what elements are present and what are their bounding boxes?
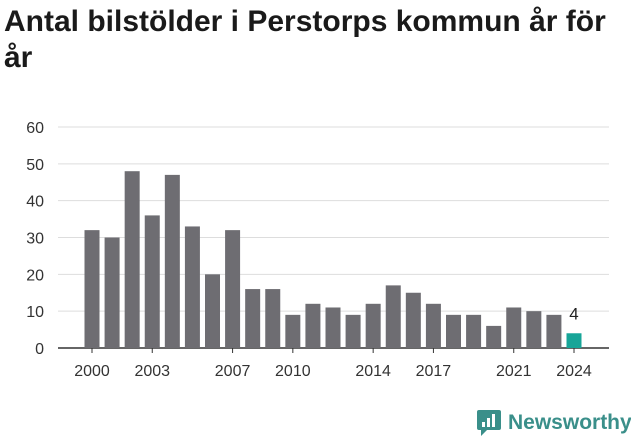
x-axis-ticks: 2000 2003 2007 2010 2014 2017 2021 2024 [74,348,592,380]
y-tick-label-20: 20 [26,267,44,284]
bar-2003 [144,215,160,348]
bar-2013 [345,314,361,348]
bar-2014 [365,303,381,348]
bar-2018 [446,314,461,348]
bar-2011 [305,303,321,348]
y-tick-label-50: 50 [26,157,44,174]
y-axis-ticks: 0 10 20 30 40 50 60 [26,120,44,358]
x-tick-label-2007: 2007 [215,363,251,380]
bar-2022 [526,311,542,348]
x-tick-label-2003: 2003 [134,363,170,380]
x-tick-label-2014: 2014 [355,363,391,380]
y-tick-label-10: 10 [26,304,44,321]
x-tick-label-2010: 2010 [275,363,311,380]
bars [84,171,582,348]
bar-2017 [425,303,441,348]
brand: Newsworthy [476,406,631,440]
bar-2009 [265,289,281,348]
bar-2001 [104,237,120,348]
data-label-2024: 4 [569,304,578,323]
bar-2024 [566,333,582,348]
chart-title: Antal bilstölder i Perstorps kommun år f… [4,5,606,74]
bar-2021 [506,307,522,348]
bar-2019 [466,314,482,348]
y-tick-label-40: 40 [26,194,44,211]
bar-2015 [385,285,401,348]
x-tick-label-2024: 2024 [556,363,592,380]
bar-2008 [245,289,261,348]
bar-2006 [205,274,220,348]
bar-2007 [225,230,241,348]
newsworthy-logo-icon [477,410,501,436]
x-tick-label-2021: 2021 [496,363,532,380]
bar-2004 [164,174,180,348]
bar-2016 [405,292,421,348]
data-labels: 4 [569,304,578,323]
bar-2005 [184,226,200,348]
bar-2023 [546,314,562,348]
x-tick-label-2017: 2017 [416,363,452,380]
x-tick-label-2000: 2000 [74,363,110,380]
bar-2012 [325,307,341,348]
bar-2000 [84,230,100,348]
y-tick-label-0: 0 [35,341,44,358]
y-tick-label-30: 30 [26,231,44,248]
bar-2020 [486,325,502,348]
brand-name: Newsworthy [508,411,631,434]
bar-2010 [285,314,301,348]
y-tick-label-60: 60 [26,120,44,137]
bar-2002 [124,171,140,348]
